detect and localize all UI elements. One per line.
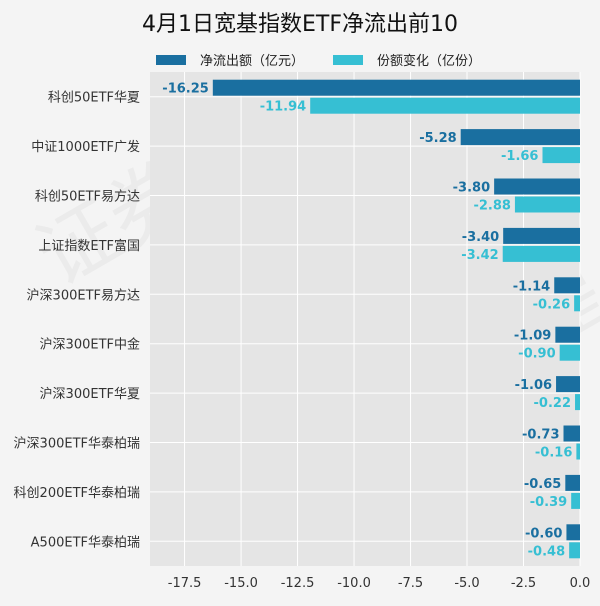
data-label: -11.94	[260, 100, 307, 115]
chart-title: 4月1日宽基指数ETF净流出前10	[142, 12, 458, 37]
bar-net-outflow	[503, 227, 580, 244]
data-label: -0.65	[524, 477, 561, 492]
y-tick-label: 沪深300ETF易方达	[27, 287, 140, 303]
bar-share-change	[574, 295, 580, 312]
y-tick-label: 沪深300ETF华泰柏瑞	[14, 436, 140, 452]
data-label: -0.22	[534, 396, 571, 411]
y-tick-label: A500ETF华泰柏瑞	[31, 535, 140, 550]
x-tick-label: 0.0	[570, 576, 591, 591]
bar-net-outflow	[494, 178, 580, 195]
y-tick-label: 科创200ETF华泰柏瑞	[14, 486, 140, 501]
data-label: -0.73	[522, 428, 559, 443]
bar-share-change	[571, 492, 580, 509]
x-tick-label: -12.5	[281, 576, 315, 591]
bar-share-change	[559, 344, 580, 361]
data-label: -1.14	[513, 279, 550, 294]
x-tick-label: -10.0	[337, 576, 371, 591]
data-label: -0.48	[528, 544, 565, 559]
bar-share-change	[502, 245, 580, 262]
data-label: -16.25	[162, 82, 209, 97]
x-tick-label: -17.5	[168, 576, 202, 591]
data-label: -0.90	[518, 347, 555, 362]
legend-label: 份额变化（亿份）	[377, 54, 482, 69]
data-label: -3.42	[461, 248, 498, 263]
x-tick-label: -15.0	[224, 576, 258, 591]
x-tick-label: -7.5	[398, 576, 423, 591]
data-label: -5.28	[419, 131, 456, 146]
y-tick-label: 中证1000ETF广发	[31, 139, 140, 155]
bar-share-change	[514, 196, 580, 213]
bar-net-outflow	[212, 79, 581, 96]
data-label: -1.09	[514, 329, 551, 344]
x-tick-label: -2.5	[511, 576, 536, 591]
bar-net-outflow	[565, 474, 580, 491]
y-tick-label: 科创50ETF华夏	[48, 91, 140, 106]
data-label: -1.06	[515, 378, 552, 393]
data-label: -0.39	[530, 495, 567, 510]
bar-share-change	[542, 147, 580, 164]
bar-net-outflow	[460, 129, 580, 146]
bar-share-change	[310, 97, 580, 114]
legend-swatch	[333, 54, 363, 65]
y-tick-label: 沪深300ETF中金	[40, 337, 140, 353]
legend-swatch	[156, 54, 186, 65]
data-label: -3.40	[462, 230, 499, 245]
data-label: -0.16	[535, 446, 572, 461]
y-tick-label: 沪深300ETF华夏	[40, 386, 140, 402]
bar-share-change	[576, 443, 580, 460]
x-tick-label: -5.0	[454, 576, 479, 591]
bar-share-change	[575, 394, 580, 411]
data-label: -0.26	[533, 297, 570, 312]
bar-net-outflow	[554, 277, 580, 294]
legend-item-share-change: 份额变化（亿份）	[333, 50, 481, 69]
bar-share-change	[569, 542, 580, 559]
y-tick-label: 上证指数ETF富国	[38, 238, 140, 254]
bar-net-outflow	[555, 326, 580, 343]
data-label: -3.80	[453, 181, 490, 196]
data-label: -2.88	[473, 199, 510, 214]
bar-net-outflow	[566, 524, 580, 541]
legend-label: 净流出额（亿元）	[200, 54, 305, 69]
y-tick-label: 科创50ETF易方达	[35, 189, 140, 205]
legend-item-net-outflow: 净流出额（亿元）	[156, 50, 304, 69]
plot-background	[150, 72, 580, 566]
bar-net-outflow	[563, 425, 580, 442]
data-label: -1.66	[501, 149, 538, 164]
bar-net-outflow	[556, 376, 580, 393]
data-label: -0.60	[525, 526, 562, 541]
